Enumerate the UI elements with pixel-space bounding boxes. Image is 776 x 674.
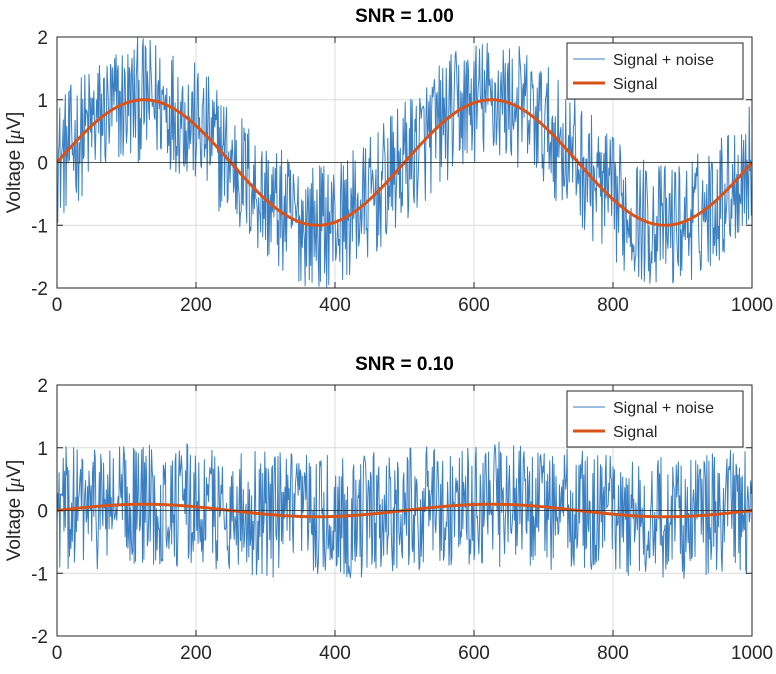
legend-box [566,42,744,100]
y-tick-label: 2 [37,376,48,397]
y-tick-label: -1 [31,564,48,585]
y-axis-label-unit: μ [4,478,25,489]
y-axis-label: Voltage [μV] [4,112,25,213]
y-tick-label: -1 [31,216,48,237]
y-tick-label: -2 [31,627,48,648]
chart-title: SNR = 1.00 [355,6,454,27]
x-tick-label: 600 [458,643,490,664]
y-axis-label-text: Voltage [ [4,139,25,214]
x-tick-label: 400 [319,295,351,316]
x-tick-label: 600 [458,295,490,316]
x-tick-label: 800 [597,295,629,316]
y-axis-label-text: V] [4,460,25,478]
y-tick-label: 2 [37,28,48,49]
legend-label: Signal [613,76,657,93]
x-tick-label: 800 [597,643,629,664]
y-tick-label: 1 [37,439,48,460]
legend-label: Signal [613,424,657,441]
legend: Signal + noise Signal [566,390,744,448]
chart-panel-2: 0 200 400 600 800 1000 -2 -1 0 1 2 SNR = 0.10 Voltag… [4,354,773,664]
y-axis-label-text: V] [4,112,25,130]
x-tick-label: 200 [180,643,212,664]
legend-label: Signal + noise [613,52,714,69]
x-tick-label: 0 [52,295,63,316]
legend: Signal + noise Signal [566,42,744,100]
x-tick-label: 0 [52,643,63,664]
chart-panel-1: 0 200 400 600 800 1000 -2 -1 0 1 2 SNR = 1.00 Voltag… [4,6,773,316]
y-tick-label: 1 [37,91,48,112]
y-axis-label-text: Voltage [ [4,487,25,562]
series-line-signal-noise [57,37,752,288]
legend-label: Signal + noise [613,400,714,417]
x-tick-label: 1000 [731,643,773,664]
x-tick-label: 200 [180,295,212,316]
y-axis-label: Voltage [μV] [4,460,25,561]
x-tick-label: 1000 [731,295,773,316]
y-axis-label-unit: μ [4,130,25,141]
x-tick-label: 400 [319,643,351,664]
y-tick-label: 0 [37,502,48,523]
chart-title: SNR = 0.10 [355,354,454,375]
legend-box [566,390,744,448]
y-tick-label: 0 [37,154,48,175]
y-tick-label: -2 [31,279,48,300]
